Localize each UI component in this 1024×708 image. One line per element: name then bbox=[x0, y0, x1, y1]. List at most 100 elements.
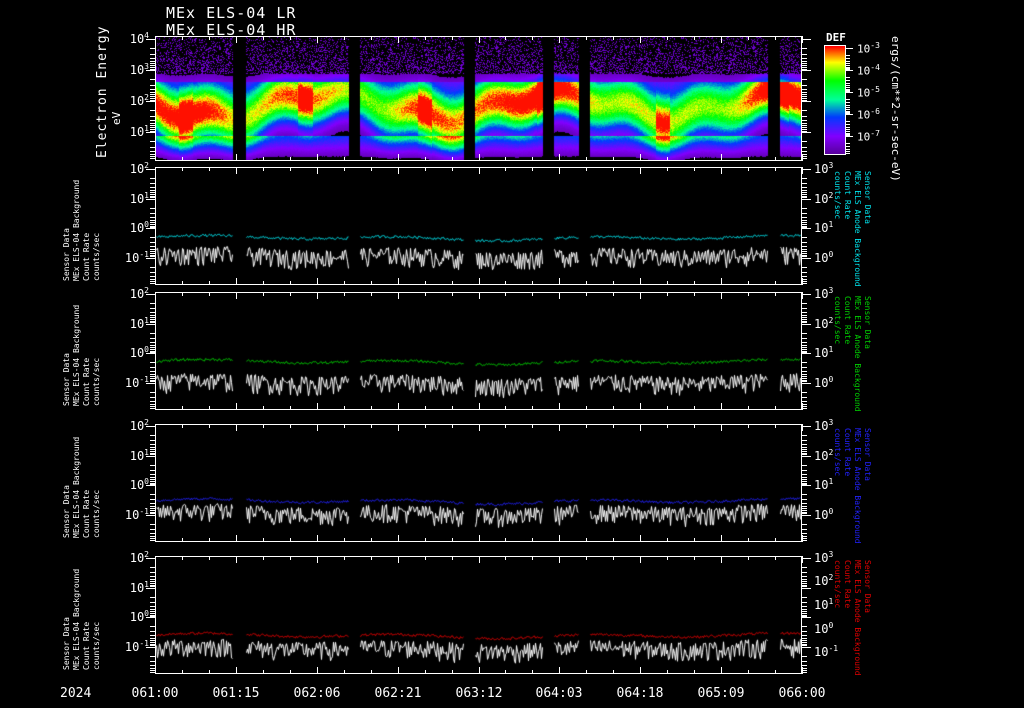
panel-1-left-label: Sensor Data bbox=[62, 228, 71, 281]
axis-tick bbox=[802, 178, 807, 179]
axis-tick bbox=[146, 383, 155, 384]
axis-tick bbox=[802, 169, 811, 170]
panel-1-right-label: Sensor Data bbox=[863, 171, 872, 224]
colorbar-minor-tick bbox=[846, 109, 850, 110]
colorbar-minor-tick bbox=[846, 67, 850, 68]
xaxis-tick-label: 062:06 bbox=[293, 686, 341, 701]
axis-tick bbox=[802, 54, 807, 55]
axis-tick bbox=[802, 454, 807, 455]
axis-tick bbox=[802, 294, 811, 295]
axis-tick bbox=[802, 220, 807, 221]
axis-tick bbox=[802, 515, 811, 516]
axis-tick bbox=[802, 222, 807, 223]
axis-tick bbox=[802, 228, 811, 229]
axis-tick bbox=[802, 484, 807, 485]
panel-1-right-label: counts/sec bbox=[833, 171, 842, 220]
panel-4-left-label: counts/sec bbox=[92, 621, 101, 670]
panel-spectrogram[interactable] bbox=[155, 36, 802, 161]
axis-tick bbox=[802, 644, 807, 645]
axis-tick bbox=[802, 292, 803, 299]
yaxis-tick-label: 10-1 bbox=[124, 250, 149, 265]
panel-background-4[interactable] bbox=[155, 556, 802, 674]
spectrogram-canvas bbox=[156, 37, 801, 160]
axis-tick bbox=[146, 353, 155, 354]
axis-tick bbox=[802, 609, 807, 610]
axis-tick bbox=[802, 408, 807, 409]
yaxis-tick-label: 100 bbox=[129, 220, 149, 235]
panel-background-2[interactable] bbox=[155, 292, 802, 410]
axis-tick bbox=[802, 267, 807, 268]
panel-1-left-label: counts/sec bbox=[92, 232, 101, 281]
colorbar-gradient bbox=[825, 46, 845, 154]
axis-tick bbox=[802, 217, 807, 218]
axis-tick bbox=[802, 404, 807, 405]
spectrogram-yaxis-label: Electron Energy bbox=[95, 25, 110, 158]
axis-tick bbox=[802, 61, 807, 62]
axis-tick bbox=[802, 647, 811, 648]
colorbar-tick-label: 10-7 bbox=[857, 129, 880, 144]
axis-tick bbox=[802, 403, 803, 410]
axis-tick bbox=[146, 294, 155, 295]
axis-tick bbox=[802, 477, 807, 478]
axis-tick bbox=[802, 645, 807, 646]
panel-background-1[interactable] bbox=[155, 167, 802, 285]
yaxis-tick-label: 100 bbox=[129, 345, 149, 360]
axis-tick bbox=[802, 465, 807, 466]
axis-tick bbox=[802, 65, 807, 66]
axis-tick bbox=[802, 474, 807, 475]
yaxis-tick-label: 101 bbox=[129, 191, 149, 206]
axis-tick bbox=[802, 380, 807, 381]
yaxis-tick-label: 101 bbox=[129, 580, 149, 595]
plot-title-hr: MEx ELS-04 HR bbox=[166, 21, 297, 39]
axis-tick bbox=[802, 512, 807, 513]
axis-tick bbox=[802, 156, 807, 157]
line-canvas-3 bbox=[156, 425, 801, 541]
yaxis-right-tick-label: 10-1 bbox=[814, 644, 839, 659]
axis-tick bbox=[802, 626, 807, 627]
yaxis-right-tick-label: 100 bbox=[814, 507, 834, 522]
axis-tick bbox=[802, 272, 807, 273]
axis-tick bbox=[802, 319, 807, 320]
colorbar[interactable] bbox=[824, 45, 846, 155]
yaxis-right-tick-label: 102 bbox=[814, 316, 834, 331]
colorbar-minor-tick bbox=[846, 135, 850, 136]
axis-tick bbox=[146, 647, 155, 648]
axis-tick bbox=[802, 123, 807, 124]
axis-tick bbox=[802, 208, 807, 209]
yaxis-right-tick-label: 100 bbox=[814, 621, 834, 636]
axis-tick bbox=[802, 447, 807, 448]
axis-tick bbox=[802, 251, 807, 252]
axis-tick bbox=[802, 638, 807, 639]
axis-tick bbox=[802, 187, 807, 188]
panel-4-left-label: Sensor Data bbox=[62, 617, 71, 670]
panel-background-3[interactable] bbox=[155, 424, 802, 542]
axis-tick bbox=[802, 506, 807, 507]
axis-tick bbox=[802, 376, 807, 377]
axis-tick bbox=[802, 426, 811, 427]
yaxis-tick-label: 100 bbox=[129, 609, 149, 624]
axis-tick bbox=[802, 151, 807, 152]
axis-tick bbox=[802, 453, 807, 454]
axis-tick bbox=[146, 39, 155, 40]
panel-3-right-label: MEx ELS Anode Background bbox=[853, 428, 862, 544]
axis-tick bbox=[802, 196, 807, 197]
yaxis-tick-label: 102 bbox=[129, 286, 149, 301]
axis-tick bbox=[146, 588, 155, 589]
colorbar-minor-tick bbox=[846, 55, 850, 56]
axis-tick bbox=[802, 89, 807, 90]
panel-1-right-label: Count Rate bbox=[843, 171, 852, 220]
colorbar-minor-tick bbox=[846, 151, 850, 152]
yaxis-tick-label: 101 bbox=[129, 124, 149, 139]
panel-4-left-label: MEx ELS-04 Background bbox=[72, 568, 81, 670]
colorbar-tick bbox=[846, 70, 853, 71]
axis-tick bbox=[802, 535, 803, 542]
axis-tick bbox=[802, 315, 807, 316]
axis-tick bbox=[802, 483, 807, 484]
yaxis-tick-label: 10-1 bbox=[124, 639, 149, 654]
axis-tick bbox=[802, 213, 807, 214]
colorbar-tick bbox=[846, 48, 853, 49]
panel-2-right-label: counts/sec bbox=[833, 296, 842, 345]
axis-tick bbox=[802, 529, 807, 530]
xaxis-tick-label: 066:00 bbox=[778, 686, 826, 701]
axis-tick bbox=[802, 131, 807, 132]
